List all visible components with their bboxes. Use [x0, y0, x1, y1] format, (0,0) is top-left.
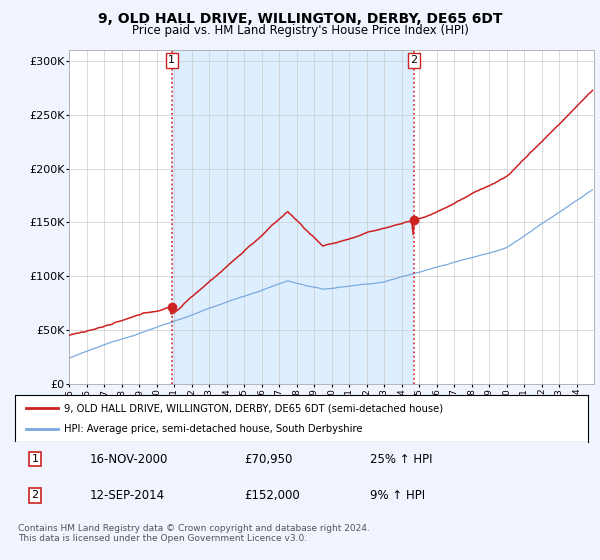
Text: 12-SEP-2014: 12-SEP-2014: [89, 489, 164, 502]
Text: 2: 2: [31, 491, 38, 500]
Text: HPI: Average price, semi-detached house, South Derbyshire: HPI: Average price, semi-detached house,…: [64, 424, 362, 434]
Text: Price paid vs. HM Land Registry's House Price Index (HPI): Price paid vs. HM Land Registry's House …: [131, 24, 469, 37]
Text: 9, OLD HALL DRIVE, WILLINGTON, DERBY, DE65 6DT: 9, OLD HALL DRIVE, WILLINGTON, DERBY, DE…: [98, 12, 502, 26]
Text: 16-NOV-2000: 16-NOV-2000: [89, 452, 168, 465]
Text: Contains HM Land Registry data © Crown copyright and database right 2024.
This d: Contains HM Land Registry data © Crown c…: [18, 524, 370, 543]
Text: 9, OLD HALL DRIVE, WILLINGTON, DERBY, DE65 6DT (semi-detached house): 9, OLD HALL DRIVE, WILLINGTON, DERBY, DE…: [64, 403, 443, 413]
Bar: [172, 50, 414, 384]
Text: £70,950: £70,950: [244, 452, 293, 465]
Text: 1: 1: [32, 454, 38, 464]
Text: 9% ↑ HPI: 9% ↑ HPI: [370, 489, 425, 502]
Text: £152,000: £152,000: [244, 489, 300, 502]
Text: 1: 1: [169, 55, 175, 66]
Text: 2: 2: [410, 55, 418, 66]
Text: 25% ↑ HPI: 25% ↑ HPI: [370, 452, 433, 465]
